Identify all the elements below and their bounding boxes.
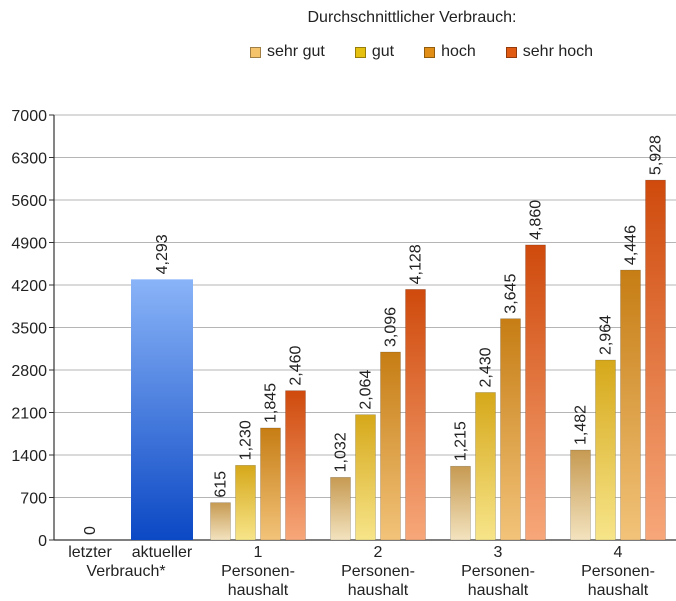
x-tick-labels: letzter aktueller 1 Personen-haushalt 2 Perso… [68, 544, 655, 599]
y-tick-label: 2800 [11, 363, 47, 380]
data-label: 4,128 [408, 244, 425, 284]
legend-title: Durchschnittlicher Verbrauch: [307, 9, 517, 26]
legend-swatch-gut [354, 46, 366, 58]
y-tick-label: 4900 [11, 236, 47, 253]
legend-item-gut: gut [354, 43, 395, 61]
y-tick-label: 2100 [11, 406, 47, 423]
bar-4-gut [595, 359, 616, 541]
bar-1-gut [235, 465, 256, 541]
bar-3-hoch [500, 318, 521, 541]
x-tick-label: Personen- [341, 563, 415, 580]
bar-3-sehr-gut [450, 465, 471, 541]
y-tick-label: 700 [20, 491, 47, 508]
y-tick-label: 1400 [11, 448, 47, 465]
x-tick-label: letzter [68, 544, 112, 561]
legend-swatch-hoch [424, 46, 436, 58]
bar-4-hoch [620, 269, 641, 541]
x-tick-label: haushalt [348, 582, 409, 599]
x-tick-label: haushalt [468, 582, 529, 599]
legend-swatch-sehr-hoch [505, 46, 517, 58]
data-label: 4,860 [528, 200, 545, 240]
legend-label-gut: gut [371, 43, 395, 60]
x-tick-label: Personen- [461, 563, 535, 580]
data-label: 2,460 [288, 346, 305, 386]
axes: 0 700 1400 2100 2800 3500 4200 4900 5600 6300 7000 [11, 108, 676, 550]
data-label: 3,096 [383, 307, 400, 347]
y-tick-label: 4200 [11, 278, 47, 295]
x-tick-label: Personen- [221, 563, 295, 580]
bar-3-sehr-hoch [525, 244, 546, 541]
data-label: 1,482 [573, 405, 590, 445]
bar-2-hoch [380, 351, 401, 541]
legend-label-hoch: hoch [441, 43, 476, 60]
x-tick-label-shared: Verbrauch* [86, 563, 165, 580]
data-label: 3,645 [503, 274, 520, 314]
data-label: 1,032 [333, 432, 350, 472]
bar-1-sehr-hoch [285, 390, 306, 541]
bar-1-hoch [260, 427, 281, 541]
data-label: 2,964 [598, 315, 615, 355]
data-label: 2,064 [358, 370, 375, 410]
legend-item-sehr-gut: sehr gut [250, 43, 325, 61]
data-label: 1,215 [453, 421, 470, 461]
data-label: 1,845 [263, 383, 280, 423]
y-tick-label: 3500 [11, 321, 47, 338]
legend-swatch-sehr-gut [250, 46, 261, 58]
x-tick-label: Personen- [581, 563, 655, 580]
x-tick-label: 2 [374, 544, 383, 561]
legend-label-sehr-hoch: sehr hoch [522, 43, 594, 60]
bar-2-sehr-gut [330, 477, 351, 541]
data-label: 1,230 [238, 420, 255, 460]
data-label: 5,928 [648, 135, 665, 175]
x-tick-label: haushalt [588, 582, 649, 599]
bars: 0 4,293 615 1,230 1,845 2,460 1,032 2,064 3,096 4… [82, 135, 666, 541]
bar-4-sehr-hoch [645, 179, 666, 541]
legend: sehr gut gut hoch sehr hoch [250, 43, 623, 61]
bar-2-gut [355, 414, 376, 541]
bar-4-sehr-gut [570, 449, 591, 541]
y-tick-label: 7000 [11, 108, 47, 125]
data-label: 0 [82, 526, 99, 535]
bar-aktueller-aktueller-Verbrauch [131, 279, 193, 540]
data-label: 2,430 [478, 347, 495, 387]
x-tick-label: aktueller [132, 544, 193, 561]
x-tick-label: haushalt [228, 582, 289, 599]
x-tick-label: 3 [494, 544, 503, 561]
bar-1-sehr-gut [210, 502, 231, 541]
y-tick-label: 0 [38, 533, 47, 550]
y-tick-label: 6300 [11, 151, 47, 168]
legend-item-sehr-hoch: sehr hoch [505, 43, 594, 61]
data-label: 4,446 [623, 225, 640, 265]
bar-2-sehr-hoch [405, 289, 426, 541]
bar-3-gut [475, 392, 496, 541]
legend-label-sehr-gut: sehr gut [267, 43, 325, 60]
y-tick-label: 5600 [11, 193, 47, 210]
x-tick-label: 1 [254, 544, 263, 561]
x-tick-label: 4 [614, 544, 623, 561]
data-label: 615 [213, 471, 230, 498]
legend-item-hoch: hoch [424, 43, 476, 61]
data-label: 4,293 [154, 234, 171, 274]
